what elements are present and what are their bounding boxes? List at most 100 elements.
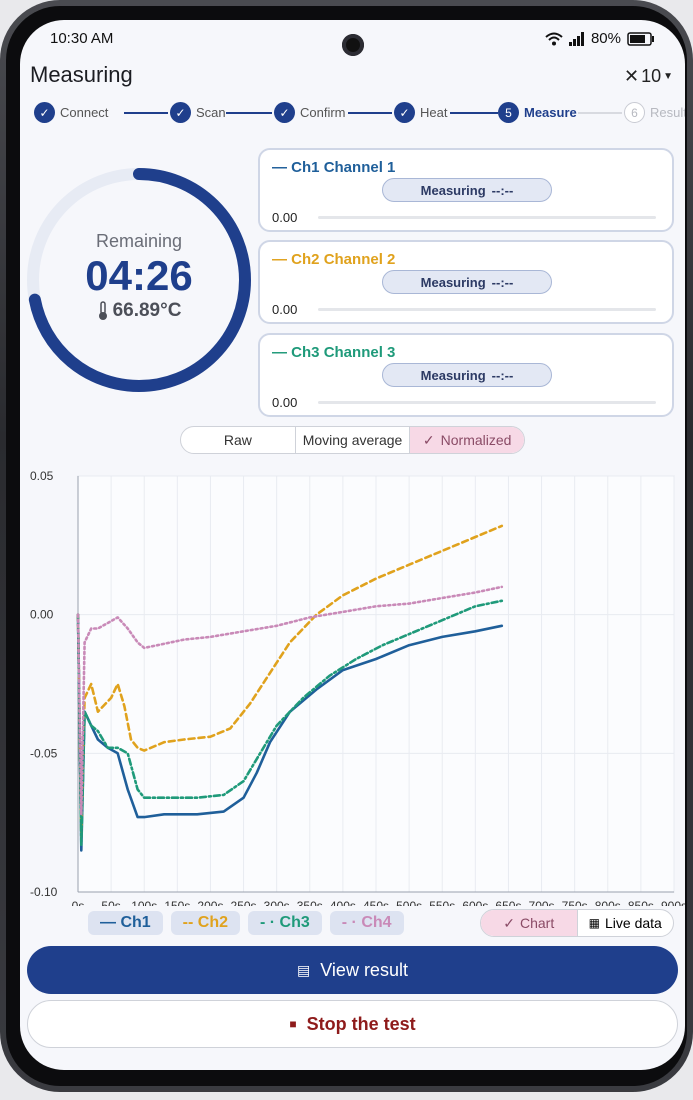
live-data-label: Live data [605,915,662,931]
view-result-button[interactable]: ▤ View result [27,946,678,994]
channel-card-3[interactable]: — Ch3 Channel 3 Measuring --:-- 0.00 [258,333,674,417]
device-bezel: 10:30 AM 80% Measuring ✕ 10 ▼ [6,6,687,1086]
check-icon: ✓ [170,102,191,123]
chevron-down-icon: ▼ [663,71,673,82]
series-line-ch3 [76,599,504,847]
channel-short: — Ch3 [272,344,320,361]
chart-legend: — Ch1 -- Ch2 - · Ch3 - · Ch4 [88,911,404,935]
x-tick-label: 400s [330,899,356,906]
channel-card-1[interactable]: — Ch1 Channel 1 Measuring --:-- 0.00 [258,148,674,232]
step-heat: ✓ Heat [394,102,447,123]
check-icon: ✓ [34,102,55,123]
x-tick-label: 550s [429,899,455,906]
x-tick-label: 150s [164,899,190,906]
check-icon: ✓ [274,102,295,123]
series-line-ch2 [76,524,504,838]
measurement-chart[interactable]: 0s 50s 100s 150s 200s 250s 300s 350s 400s 450s 500… [20,456,685,906]
step-label: Heat [420,105,448,120]
remaining-time: 04:26 [85,251,193,299]
channel-status-pill: Measuring --:-- [382,270,552,294]
step-connect: ✓ Connect [34,102,108,123]
stop-icon: ■ [289,1017,297,1031]
step-confirm: ✓ Confirm [274,102,346,123]
mode-moving-average-button[interactable]: Moving average [296,427,411,453]
report-icon: ▤ [297,961,311,978]
x-tick-label: 450s [363,899,389,906]
x-tick-label: 250s [231,899,257,906]
view-result-label: View result [320,959,408,980]
y-tick-label: 0.00 [30,608,54,622]
step-label: Result [650,105,685,120]
app-bar: Measuring ✕ 10 ▼ [20,60,685,100]
chart-view-button[interactable]: ✓ Chart [481,910,578,936]
x-tick-label: 0s [72,899,85,906]
x-tick-label: 700s [529,899,555,906]
status-icons: 80% [545,30,655,47]
step-label: Measure [524,105,577,120]
channel-progress-bar [318,216,656,219]
step-label: Scan [196,105,226,120]
step-label: Connect [60,105,109,120]
channel-title: — Ch1 Channel 1 [272,159,395,176]
channel-short: — Ch2 [272,251,320,268]
remaining-gauge [27,168,251,392]
thermometer-icon [98,300,107,320]
legend-ch1[interactable]: — Ch1 [88,911,163,935]
step-number: 6 [624,102,645,123]
channel-status: Measuring [420,274,486,290]
y-tick-label: 0.05 [30,469,54,483]
channel-eta: --:-- [491,182,514,198]
x-tick-label: 350s [297,899,323,906]
view-toggle: ✓ Chart ▦ Live data [480,909,674,937]
zoom-selector[interactable]: ✕ 10 ▼ [624,66,673,87]
legend-ch4[interactable]: - · Ch4 [329,911,404,935]
series-line-ch4 [76,585,504,816]
step-result: 6 Result [624,102,685,123]
chart-view-label: Chart [520,915,555,931]
x-tick-label: 100s [131,899,157,906]
live-data-button[interactable]: ▦ Live data [578,910,674,936]
channel-eta: --:-- [491,367,514,383]
channel-title: — Ch3 Channel 3 [272,344,395,361]
step-scan: ✓ Scan [170,102,226,123]
channel-card-2[interactable]: — Ch2 Channel 2 Measuring --:-- 0.00 [258,240,674,324]
x-tick-label: 300s [264,899,290,906]
status-time: 10:30 AM [50,30,114,47]
stop-test-label: Stop the test [306,1013,416,1034]
front-camera [342,34,364,56]
remaining-label: Remaining [95,230,183,251]
legend-ch3[interactable]: - · Ch3 [248,911,322,935]
mode-normalized-button[interactable]: ✓ Normalized [410,427,524,453]
stop-test-button[interactable]: ■ Stop the test [27,1000,678,1048]
channel-short: — Ch1 [272,159,320,176]
channel-status-pill: Measuring --:-- [382,363,552,387]
temperature-value: 66.89°C [112,299,182,321]
app-screen: 10:30 AM 80% Measuring ✕ 10 ▼ [20,20,685,1070]
channel-title: — Ch2 Channel 2 [272,251,395,268]
channel-value: 0.00 [272,210,298,225]
legend-ch2[interactable]: -- Ch2 [170,911,240,935]
x-tick-label: 800s [595,899,621,906]
mode-normalized-label: Normalized [440,432,512,448]
data-mode-toggle: Raw Moving average ✓ Normalized [180,426,525,454]
series-line-ch1 [76,613,504,852]
channel-value: 0.00 [272,302,298,317]
channel-status: Measuring [420,367,486,383]
step-number: 5 [498,102,519,123]
check-icon: ✓ [394,102,415,123]
channel-progress-bar [318,308,656,311]
x-tick-label: 900s [661,899,685,906]
mode-raw-button[interactable]: Raw [181,427,296,453]
x-tick-label: 50s [101,899,120,906]
x-tick-label: 600s [462,899,488,906]
status-bar: 10:30 AM 80% [50,30,655,50]
channel-progress-bar [318,401,656,404]
channel-name: Channel 2 [323,251,396,268]
battery-icon [627,31,654,46]
channel-name: Channel 1 [323,159,396,176]
gauge-readout: Remaining 04:26 66.89°C [24,165,254,395]
channel-value: 0.00 [272,395,298,410]
battery-percent: 80% [590,30,621,47]
y-tick-label: -0.10 [30,885,58,899]
